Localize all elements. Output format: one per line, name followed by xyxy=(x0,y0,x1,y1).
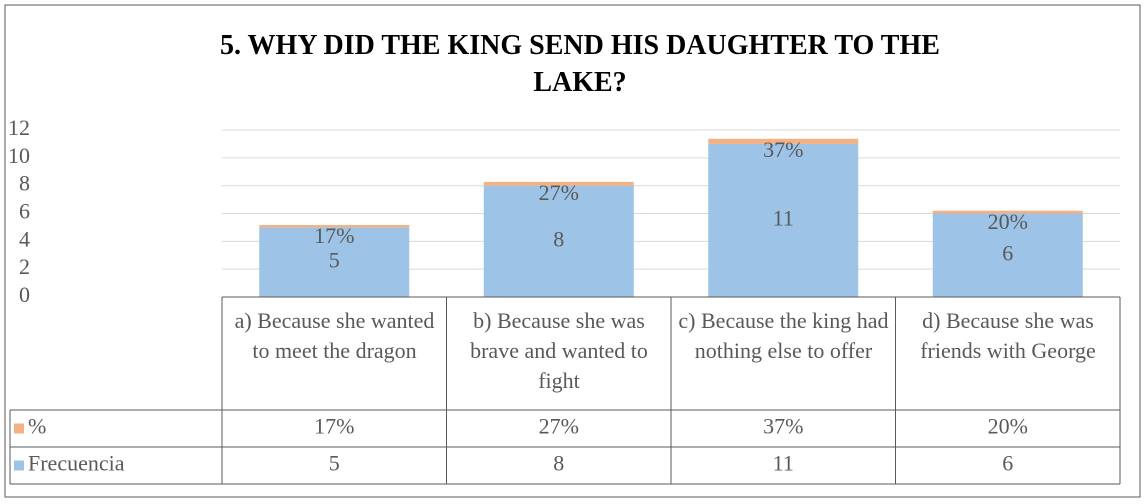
category-label: c) Because the king had nothing else to … xyxy=(678,308,889,363)
y-tick-label: 12 xyxy=(8,115,30,140)
bar-segment xyxy=(708,143,859,297)
value-label: 37% xyxy=(763,137,803,162)
bar-segment xyxy=(483,181,634,186)
y-tick-label: 8 xyxy=(19,171,30,196)
y-tick-label: 6 xyxy=(19,199,30,224)
chart-title: 5. WHY DID THE KING SEND HIS DAUGHTER TO… xyxy=(220,30,940,98)
table-cell: 8 xyxy=(553,451,564,476)
table-cell: 20% xyxy=(988,414,1028,439)
y-tick-label: 0 xyxy=(19,282,30,307)
table-cell: 17% xyxy=(314,414,354,439)
legend-label: % xyxy=(28,414,46,439)
bar-segment xyxy=(708,138,859,144)
table-cell: 5 xyxy=(329,451,340,476)
bar-segment xyxy=(259,227,410,297)
y-tick-label: 2 xyxy=(19,254,30,279)
table-cell: 37% xyxy=(763,414,803,439)
value-label: 8 xyxy=(553,226,564,251)
table-cell: 11 xyxy=(773,451,794,476)
legend-key xyxy=(14,423,24,434)
value-label: 5 xyxy=(329,247,340,272)
y-tick-label: 4 xyxy=(19,226,30,251)
value-label: 11 xyxy=(773,206,794,231)
bar-segment xyxy=(932,210,1083,214)
bar-segment xyxy=(483,185,634,297)
category-label: b) Because she was brave and wanted to f… xyxy=(470,308,648,393)
legend-label: Frecuencia xyxy=(28,451,125,476)
category-label: a) Because she wanted to meet the dragon xyxy=(234,308,435,363)
bar-segment xyxy=(932,213,1083,297)
legend-key xyxy=(14,460,24,471)
value-label: 6 xyxy=(1002,240,1013,265)
bar-segment xyxy=(259,225,410,228)
y-tick-label: 10 xyxy=(8,143,30,168)
value-label: 20% xyxy=(988,209,1028,234)
table-cell: 27% xyxy=(539,414,579,439)
category-label: d) Because she was friends with George xyxy=(920,308,1096,363)
table-cell: 6 xyxy=(1002,451,1013,476)
value-label: 27% xyxy=(539,180,579,205)
value-label: 17% xyxy=(314,223,354,248)
